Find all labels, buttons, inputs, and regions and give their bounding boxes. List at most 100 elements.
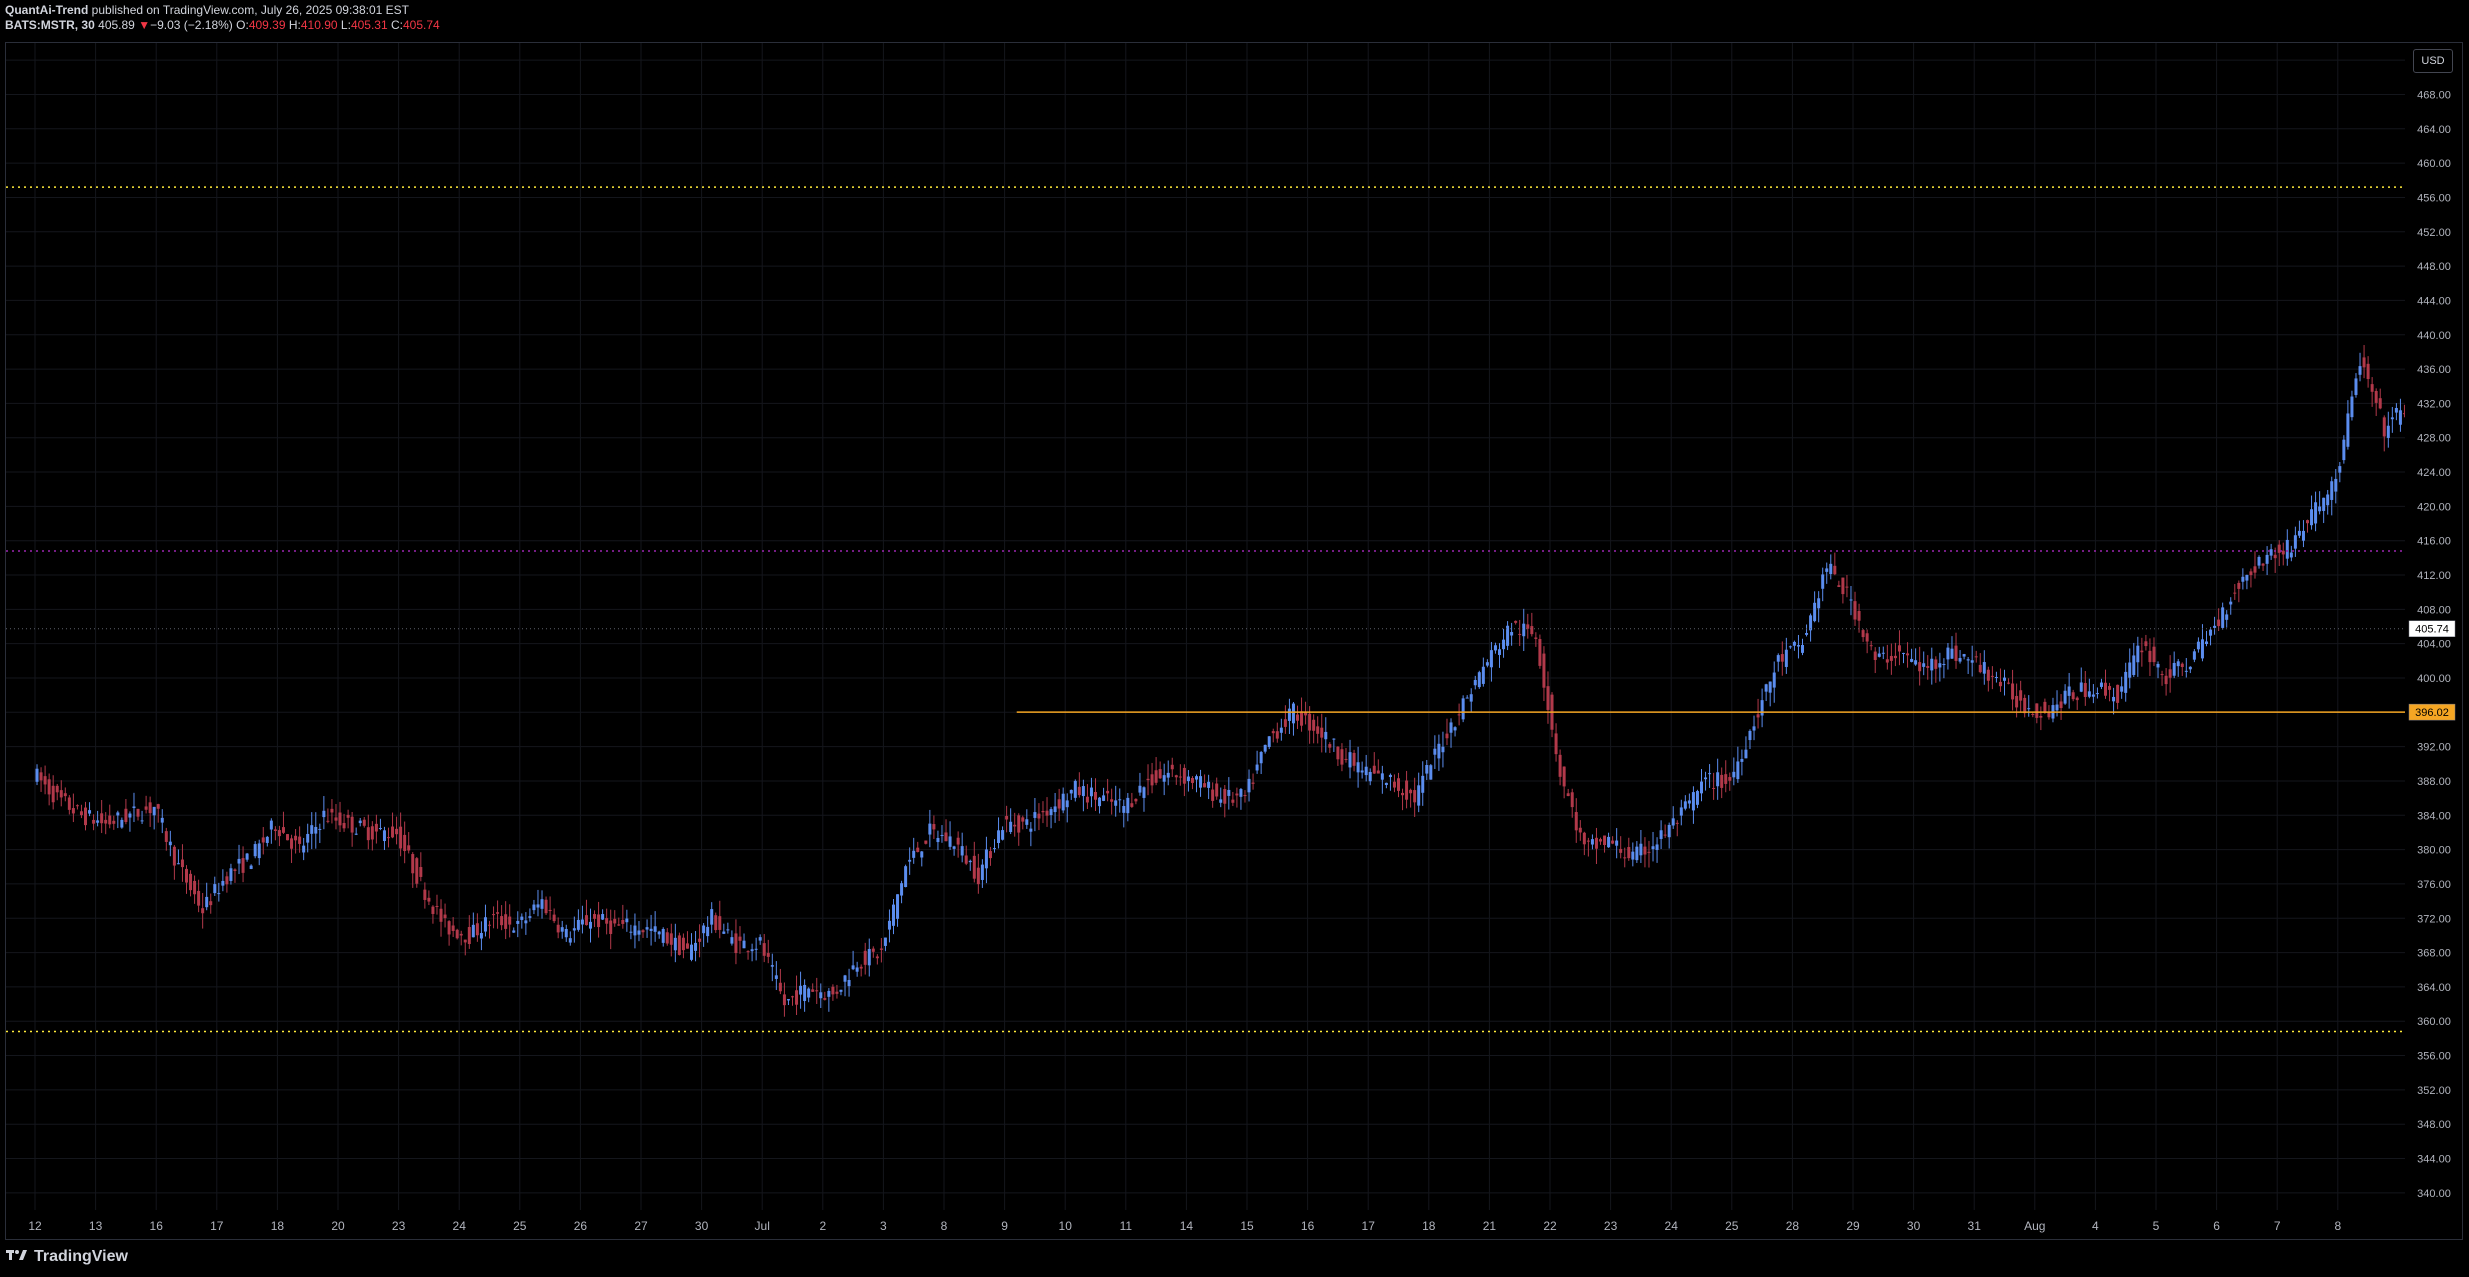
x-tick-label: Jul (755, 1219, 770, 1233)
change-arrow-icon: ▼ (138, 18, 151, 32)
candle-body (1744, 749, 1748, 759)
candle-body (1695, 791, 1699, 805)
candle-body (698, 938, 702, 942)
publish-info: published on TradingView.com, July 26, 2… (88, 3, 409, 17)
candle-body (201, 908, 205, 914)
symbol-label[interactable]: BATS:MSTR, 30 (5, 18, 95, 32)
candle-body (912, 850, 916, 858)
candle-body (1029, 828, 1033, 832)
x-tick-label: 7 (2274, 1219, 2281, 1233)
candle-body (1833, 565, 1837, 575)
candle-body (520, 916, 524, 920)
candle-body (1792, 641, 1796, 646)
candle-body (576, 919, 580, 930)
candle-body (197, 890, 201, 906)
candle-body (1005, 815, 1009, 820)
candle-body (762, 943, 766, 956)
candle-body (1962, 654, 1966, 657)
y-tick-label: 424.00 (2417, 467, 2451, 479)
candle-body (2188, 666, 2192, 670)
candle-body (892, 904, 895, 926)
candle-body (180, 859, 184, 868)
candle-body (1906, 653, 1910, 656)
author-name[interactable]: QuantAi-Trend (5, 3, 89, 17)
candle-body (960, 846, 964, 856)
y-tick-label: 464.00 (2417, 124, 2451, 136)
candle-body (1348, 752, 1352, 768)
candle-body (1897, 645, 1901, 652)
candle-body (2281, 550, 2285, 555)
candle-body (920, 851, 924, 858)
candle-body (2277, 544, 2281, 553)
candle-body (811, 989, 815, 992)
candle-body (1655, 844, 1659, 850)
candle-body (1538, 639, 1542, 666)
candle-body (2318, 506, 2322, 512)
candle-body (2108, 686, 2112, 690)
candle-body (1910, 658, 1914, 662)
drawings (6, 186, 2405, 1033)
candle-body (1926, 666, 1930, 668)
candle-body (1421, 775, 1425, 793)
footer-brand[interactable]: TradingView (6, 1248, 128, 1266)
candle-body (1009, 821, 1013, 832)
x-tick-label: 5 (2153, 1219, 2160, 1233)
candle-body (1691, 792, 1695, 811)
candle-body (354, 833, 358, 835)
candle-body (859, 966, 863, 969)
candle-body (2027, 708, 2031, 710)
candle-body (35, 768, 39, 782)
candle-body (1857, 611, 1861, 621)
candle-body (391, 826, 395, 838)
candle-body (1247, 778, 1251, 793)
candle-body (1376, 770, 1380, 774)
candle-body (79, 811, 83, 816)
candle-body (904, 866, 908, 888)
y-tick-label: 452.00 (2417, 227, 2451, 239)
candle-body (2011, 683, 2015, 700)
candle-body (1138, 785, 1142, 793)
candle-body (463, 939, 467, 943)
candle-body (1215, 783, 1219, 797)
candle-body (944, 832, 948, 842)
candle-body (908, 859, 912, 862)
candle-body (653, 926, 657, 932)
candle-body (378, 828, 382, 830)
x-tick-label: 24 (1665, 1219, 1679, 1233)
candle-body (1150, 774, 1154, 786)
candle-body (2059, 701, 2063, 709)
candle-body (1974, 656, 1978, 658)
candle-body (75, 805, 79, 807)
x-tick-label: 31 (1968, 1219, 1982, 1233)
candle-body (2362, 357, 2366, 368)
candle-body (2253, 566, 2257, 573)
candle-body (1461, 698, 1465, 720)
y-tick-label: 420.00 (2417, 501, 2451, 513)
candle-body (1098, 797, 1102, 807)
candle-body (742, 940, 746, 949)
candle-body (936, 837, 940, 843)
candle-body (738, 936, 742, 941)
y-tick-label: 344.00 (2417, 1154, 2451, 1166)
candle-body (1986, 669, 1990, 681)
candle-body (2152, 646, 2156, 663)
candle-body (1982, 662, 1986, 674)
candle-body (370, 826, 374, 840)
candle-body (496, 912, 500, 914)
candle-body (1413, 790, 1417, 803)
candle-body (601, 914, 605, 920)
candle-body (540, 899, 544, 909)
candle-body (718, 916, 722, 930)
x-tick-label: 30 (1907, 1219, 1921, 1233)
chart-frame[interactable] (5, 42, 2463, 1240)
candle-body (1445, 733, 1449, 739)
low-value: 405.31 (350, 18, 388, 32)
candle-body (548, 909, 552, 911)
candle-body (2209, 629, 2213, 636)
x-tick-label: 30 (695, 1219, 709, 1233)
candle-body (2221, 607, 2225, 628)
currency-button[interactable]: USD (2413, 49, 2453, 73)
publish-line: QuantAi-Trend published on TradingView.c… (5, 3, 440, 18)
candle-body (1203, 783, 1207, 788)
